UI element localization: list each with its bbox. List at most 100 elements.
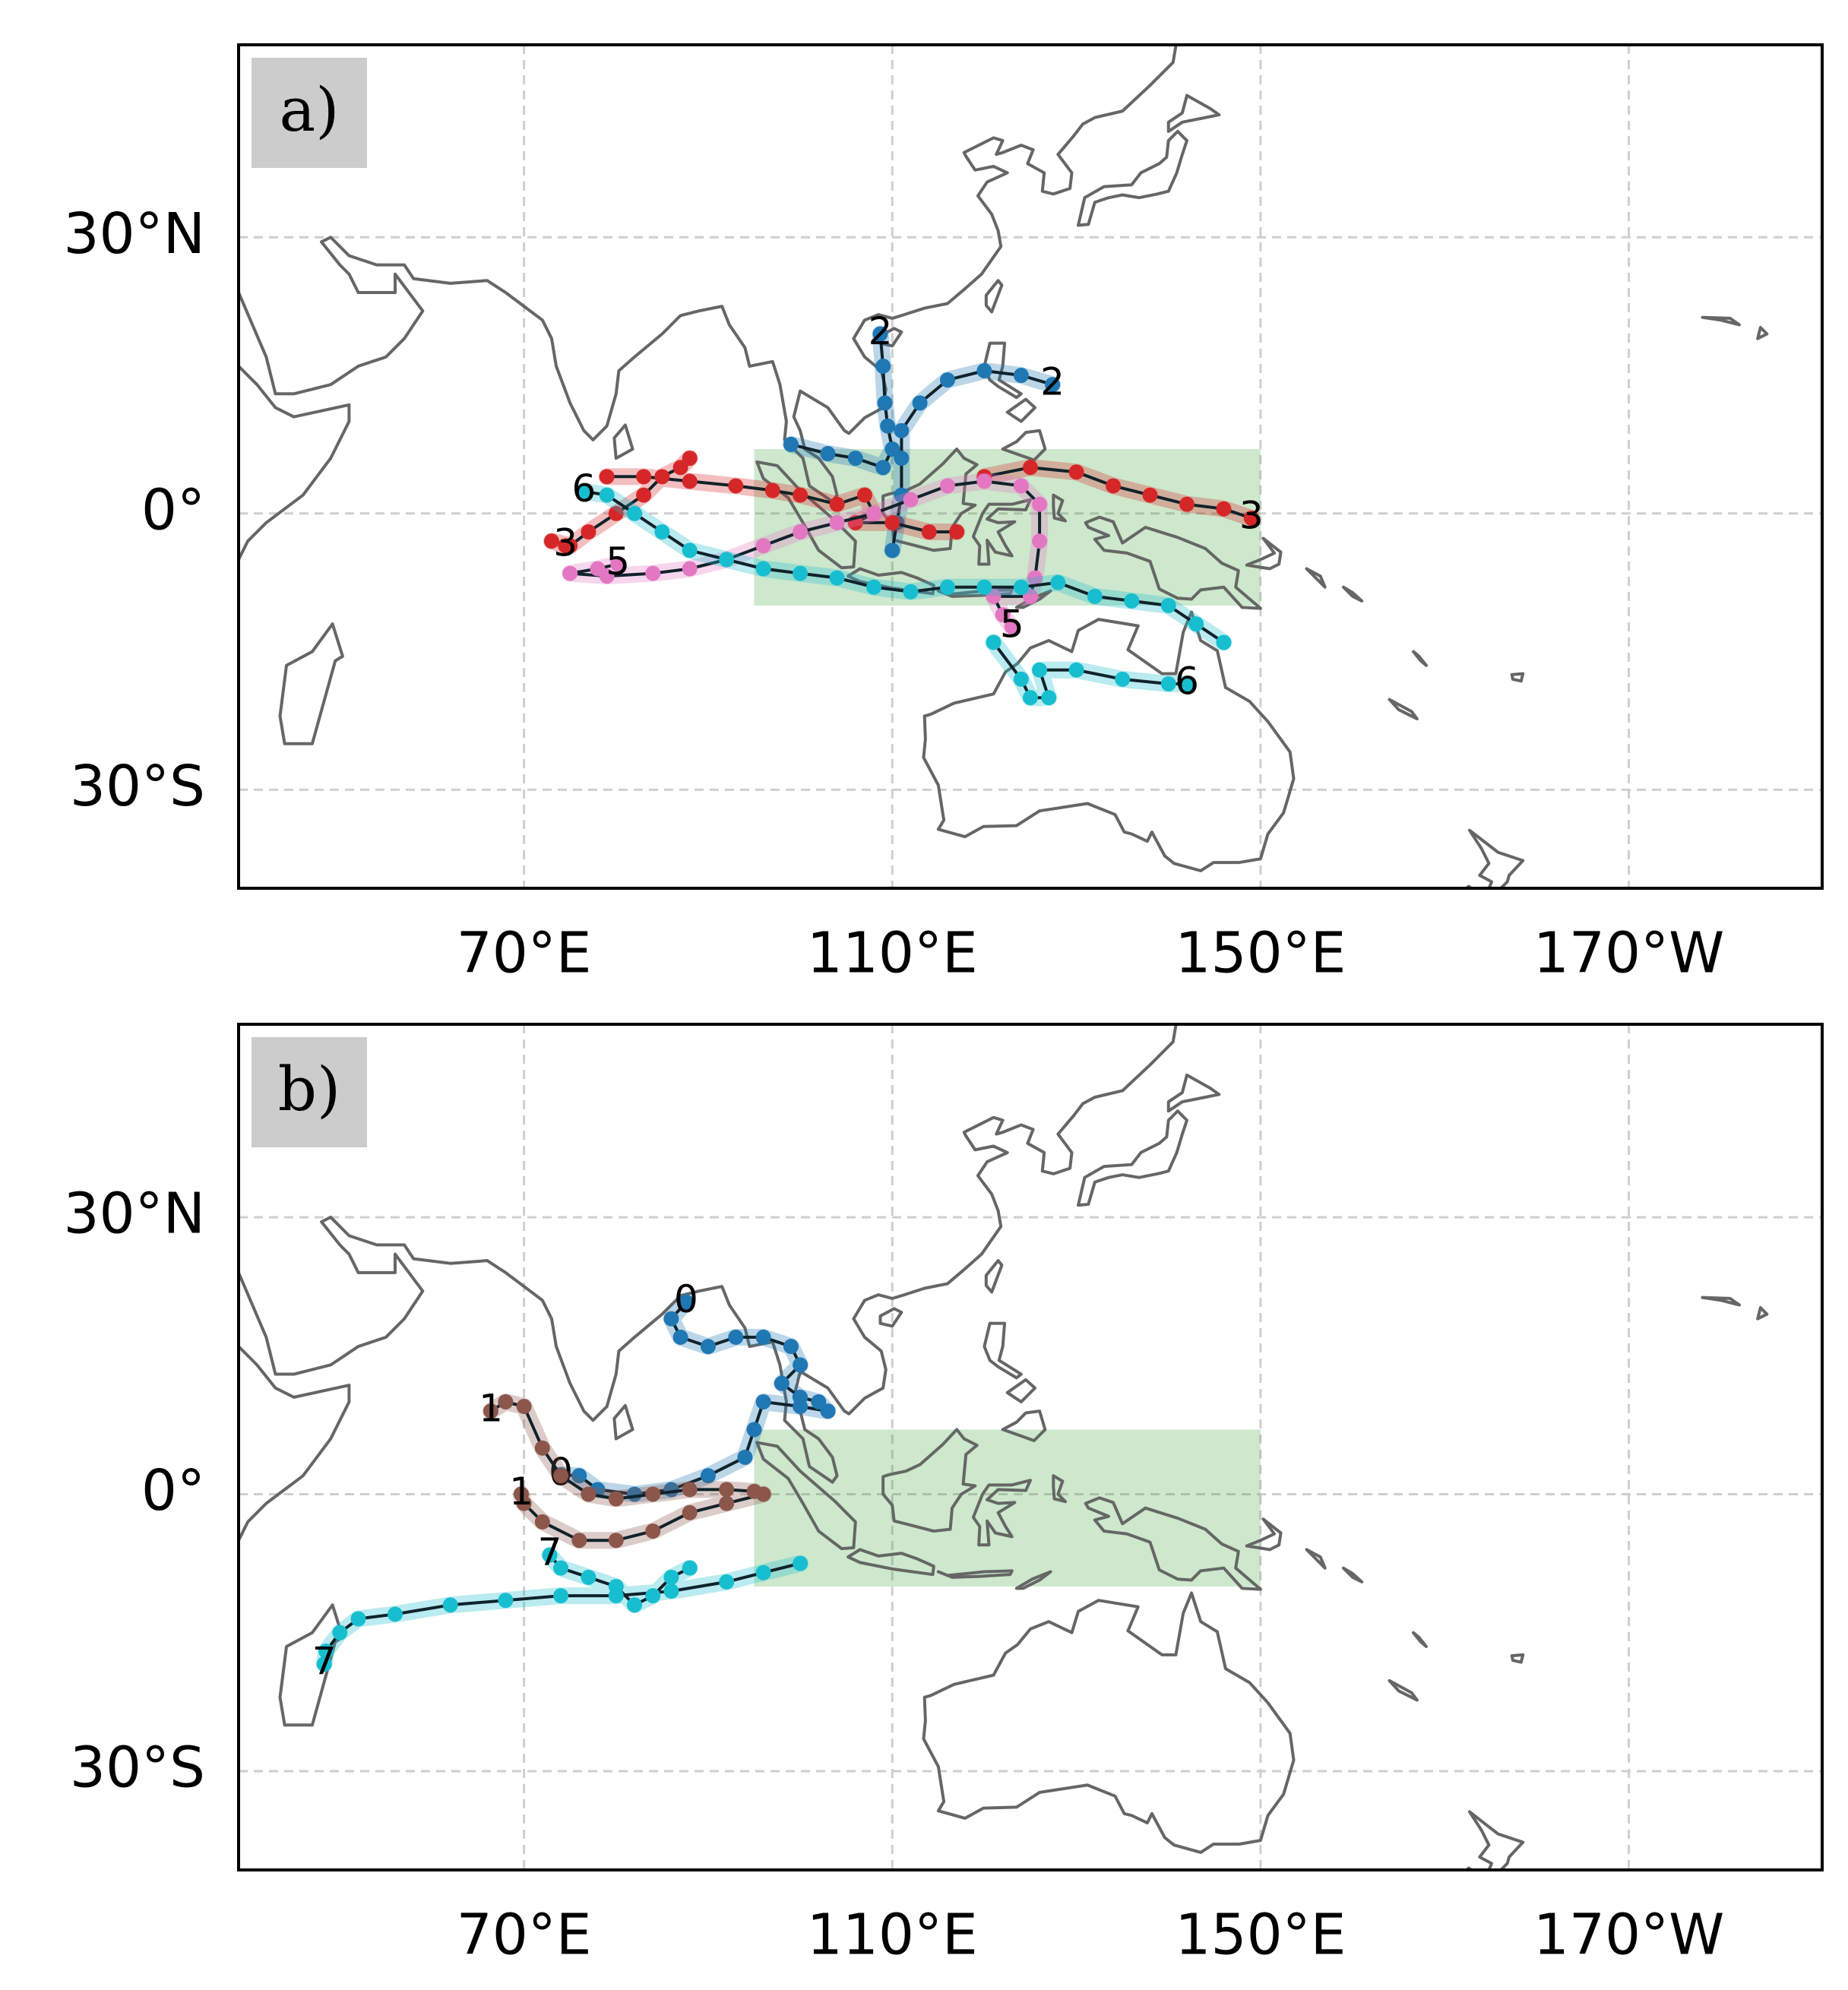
track-label: 1 [509, 1470, 533, 1514]
track-label: 0 [674, 1277, 698, 1321]
x-tick-label: 170°W [1533, 921, 1724, 986]
track-point [755, 1564, 771, 1580]
track-point [866, 505, 882, 521]
track-point [755, 1486, 771, 1502]
x-tick-label: 110°E [807, 1903, 978, 1968]
track-point [682, 1482, 698, 1498]
track-point [700, 1468, 716, 1484]
track-point [682, 473, 698, 489]
track-point [884, 441, 900, 457]
track-point [1124, 593, 1140, 609]
panel-label-box [252, 1037, 367, 1147]
track-point [894, 451, 910, 467]
map-area: 001177 [239, 1024, 1822, 1870]
x-tick-label: 150°E [1175, 1903, 1346, 1968]
track-point [820, 446, 836, 462]
track-point [1013, 671, 1029, 687]
track-label: 2 [1040, 360, 1065, 404]
track-point [1068, 662, 1084, 678]
x-tick-label: 150°E [1175, 921, 1346, 986]
track-point [498, 1394, 514, 1409]
track-point [608, 1588, 624, 1604]
track-point [1023, 460, 1038, 476]
track-point [599, 487, 615, 503]
track-point [700, 1339, 716, 1355]
track-point [316, 1656, 332, 1672]
track-point [663, 1569, 679, 1585]
track-point [1013, 579, 1029, 595]
track-point [654, 469, 670, 485]
track-point [1050, 574, 1066, 590]
track-point [1004, 619, 1020, 634]
track-point [682, 543, 698, 558]
track-point [1013, 478, 1029, 494]
track-point [543, 533, 559, 549]
track-point [921, 524, 937, 540]
track-point [880, 418, 896, 434]
track-point [678, 1294, 694, 1310]
track-point [576, 483, 592, 499]
track-point [498, 1593, 514, 1609]
track-point [820, 1403, 836, 1419]
track-point [483, 1403, 498, 1419]
track-point [755, 1394, 771, 1409]
track-point [728, 1329, 744, 1345]
track-point [1179, 675, 1195, 691]
track-label: 5 [606, 539, 630, 584]
track-label: 6 [571, 467, 596, 511]
track-point [534, 1440, 550, 1456]
track-point [581, 1486, 596, 1502]
track-point [599, 568, 615, 584]
track-point [516, 1399, 532, 1415]
track-point [645, 1588, 661, 1604]
track-point [847, 451, 863, 467]
track-point [719, 1495, 735, 1511]
track-point [553, 1468, 569, 1484]
track-point [793, 524, 808, 540]
track-point [939, 478, 955, 494]
track-point [627, 505, 642, 521]
track-point [682, 561, 698, 577]
map-background [239, 1024, 1822, 1870]
track-point [553, 1588, 569, 1604]
track-point [513, 1486, 529, 1502]
track-point [774, 1375, 790, 1391]
track-point [875, 460, 891, 476]
x-tick-label: 110°E [807, 921, 978, 986]
track-point [1045, 377, 1061, 393]
track-point [986, 634, 1002, 650]
track-point [793, 565, 808, 581]
track-point [1013, 368, 1029, 384]
track-point [654, 524, 670, 540]
track-label: 7 [538, 1530, 562, 1574]
track-point [1023, 588, 1038, 604]
track-point [1216, 634, 1232, 650]
track-point [571, 1533, 587, 1549]
track-point [939, 372, 955, 388]
track-point [939, 579, 955, 595]
track-point [608, 1533, 624, 1549]
track-point [581, 1569, 596, 1585]
track-point [562, 565, 578, 581]
track-point [318, 1644, 334, 1659]
track-point [986, 588, 1002, 604]
track-point [755, 561, 771, 577]
track-point [1142, 487, 1158, 503]
track-point [719, 552, 735, 568]
track-point [581, 524, 596, 540]
track-point [1160, 597, 1176, 613]
track-point [737, 1449, 753, 1465]
track-point [682, 451, 698, 467]
track-point [599, 469, 615, 485]
track-point [884, 514, 900, 530]
track-point [877, 395, 893, 411]
track-label: 5 [1000, 602, 1024, 646]
track-point [682, 1560, 698, 1576]
track-point [1027, 570, 1043, 586]
panel-label: b) [278, 1054, 340, 1125]
track-point [976, 473, 992, 489]
track-label: 6 [1175, 659, 1199, 703]
y-tick-label: 0° [141, 1458, 205, 1523]
track-point [894, 422, 910, 438]
